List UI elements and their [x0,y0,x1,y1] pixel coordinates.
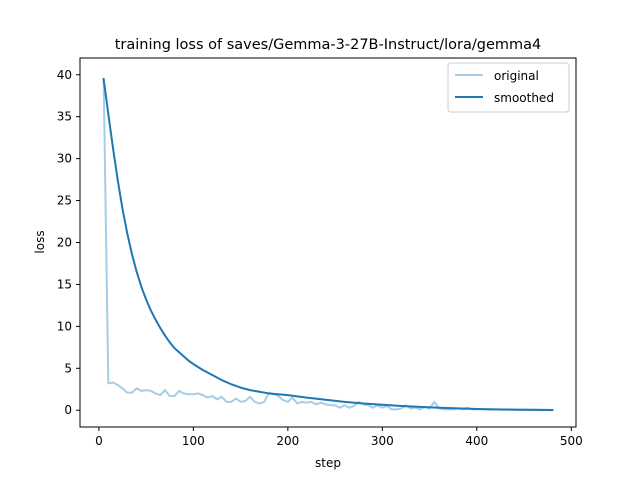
chart-title: training loss of saves/Gemma-3-27B-Instr… [115,37,542,53]
y-tick-label: 0 [64,403,72,417]
series-layer [102,77,554,412]
y-tick-label: 25 [57,194,72,208]
y-tick-label: 10 [57,319,72,333]
y-axis-ticks: 0 5 10 15 20 25 30 35 40 [57,68,80,417]
legend-label-smoothed: smoothed [494,91,554,105]
y-tick-label: 30 [57,152,72,166]
x-axis-label: step [315,456,341,470]
y-axis-label: loss [33,230,47,253]
y-tick-label: 15 [57,277,72,291]
x-tick-label: 100 [182,434,205,448]
x-tick-label: 0 [95,434,103,448]
x-tick-label: 400 [465,434,488,448]
x-tick-label: 300 [371,434,394,448]
series-line-smoothed [102,77,554,411]
y-tick-label: 5 [64,361,72,375]
legend-label-original: original [494,69,539,83]
y-tick-label: 35 [57,110,72,124]
x-axis-ticks: 0 100 200 300 400 500 [95,427,583,448]
x-tick-label: 500 [560,434,583,448]
x-tick-label: 200 [276,434,299,448]
legend: original smoothed [447,62,570,113]
y-tick-label: 20 [57,236,72,250]
y-tick-label: 40 [57,68,72,82]
